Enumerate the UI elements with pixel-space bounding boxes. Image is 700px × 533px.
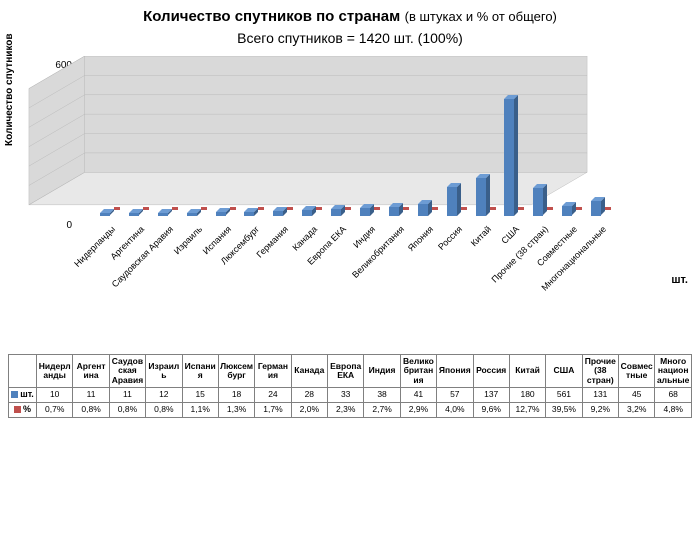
table-cell: 12 [146, 388, 182, 403]
percent-marker [287, 207, 293, 210]
table-cell: 12,7% [509, 402, 545, 417]
table-cell: 2,3% [328, 402, 364, 417]
percent-marker [345, 207, 351, 210]
percent-marker [518, 207, 524, 210]
table-col-header: Европа ЕКА [328, 355, 364, 388]
table-col-header: Испания [182, 355, 218, 388]
percent-marker [576, 207, 582, 210]
table-cell: 0,8% [73, 402, 109, 417]
table-cell: 10 [37, 388, 73, 403]
table-cell: 24 [255, 388, 291, 403]
table-cell: 9,2% [582, 402, 618, 417]
percent-marker [230, 207, 236, 210]
percent-marker [374, 207, 380, 210]
table-cell: 2,9% [400, 402, 436, 417]
table-cell: 57 [437, 388, 473, 403]
chart-3d-bar: Количество спутников 0100200300400500600… [8, 56, 692, 336]
percent-marker [258, 207, 264, 210]
percent-marker [547, 207, 553, 210]
chart-bars: НидерландыАргентинаСаудовская АравияИзра… [78, 66, 678, 266]
table-cell: 15 [182, 388, 218, 403]
table-col-header: Аргентина [73, 355, 109, 388]
percent-marker [201, 207, 207, 210]
table-cell: 180 [509, 388, 545, 403]
table-cell: 41 [400, 388, 436, 403]
data-table: НидерландыАргентинаСаудовская АравияИзра… [8, 354, 692, 418]
table-cell: 9,6% [473, 402, 509, 417]
table-row-header: % [9, 402, 37, 417]
table-cell: 4,8% [655, 402, 692, 417]
x-axis-label: шт. [671, 274, 688, 286]
table-col-header: Россия [473, 355, 509, 388]
table-cell: 4,0% [437, 402, 473, 417]
percent-marker [403, 207, 409, 210]
table-cell: 45 [619, 388, 655, 403]
table-cell: 3,2% [619, 402, 655, 417]
table-corner [9, 355, 37, 388]
table-col-header: Япония [437, 355, 473, 388]
table-col-header: Великобритания [400, 355, 436, 388]
percent-marker [114, 207, 120, 210]
table-cell: 1,7% [255, 402, 291, 417]
table-col-header: Индия [364, 355, 400, 388]
table-cell: 68 [655, 388, 692, 403]
table-cell: 11 [73, 388, 109, 403]
table-cell: 0,7% [37, 402, 73, 417]
table-col-header: Саудовская Аравия [109, 355, 145, 388]
table-row-header: шт. [9, 388, 37, 403]
table-col-header: Германия [255, 355, 291, 388]
percent-marker [605, 207, 611, 210]
table-cell: 2,0% [291, 402, 327, 417]
table-col-header: Нидерланды [37, 355, 73, 388]
table-col-header: Канада [291, 355, 327, 388]
table-cell: 131 [582, 388, 618, 403]
table-cell: 0,8% [146, 402, 182, 417]
percent-marker [490, 207, 496, 210]
table-col-header: Китай [509, 355, 545, 388]
table-cell: 11 [109, 388, 145, 403]
percent-marker [461, 207, 467, 210]
table-cell: 2,7% [364, 402, 400, 417]
table-col-header: Совместные [619, 355, 655, 388]
table-cell: 28 [291, 388, 327, 403]
table-col-header: Прочие (38 стран) [582, 355, 618, 388]
table-cell: 33 [328, 388, 364, 403]
percent-marker [143, 207, 149, 210]
table-cell: 137 [473, 388, 509, 403]
table-cell: 38 [364, 388, 400, 403]
table-cell: 1,3% [218, 402, 254, 417]
table-cell: 18 [218, 388, 254, 403]
table-col-header: Израиль [146, 355, 182, 388]
table-cell: 1,1% [182, 402, 218, 417]
table-cell: 39,5% [546, 402, 582, 417]
title-main: Количество спутников по странам [143, 8, 400, 25]
table-col-header: Много национальные [655, 355, 692, 388]
table-col-header: США [546, 355, 582, 388]
chart-title: Количество спутников по странам (в штука… [8, 8, 692, 26]
percent-marker [172, 207, 178, 210]
table-cell: 561 [546, 388, 582, 403]
title-sub: (в штуках и % от общего) [405, 9, 557, 24]
table-cell: 0,8% [109, 402, 145, 417]
percent-marker [316, 207, 322, 210]
percent-marker [432, 207, 438, 210]
table-col-header: Люксембург [218, 355, 254, 388]
title-line2: Всего спутников = 1420 шт. (100%) [8, 30, 692, 46]
